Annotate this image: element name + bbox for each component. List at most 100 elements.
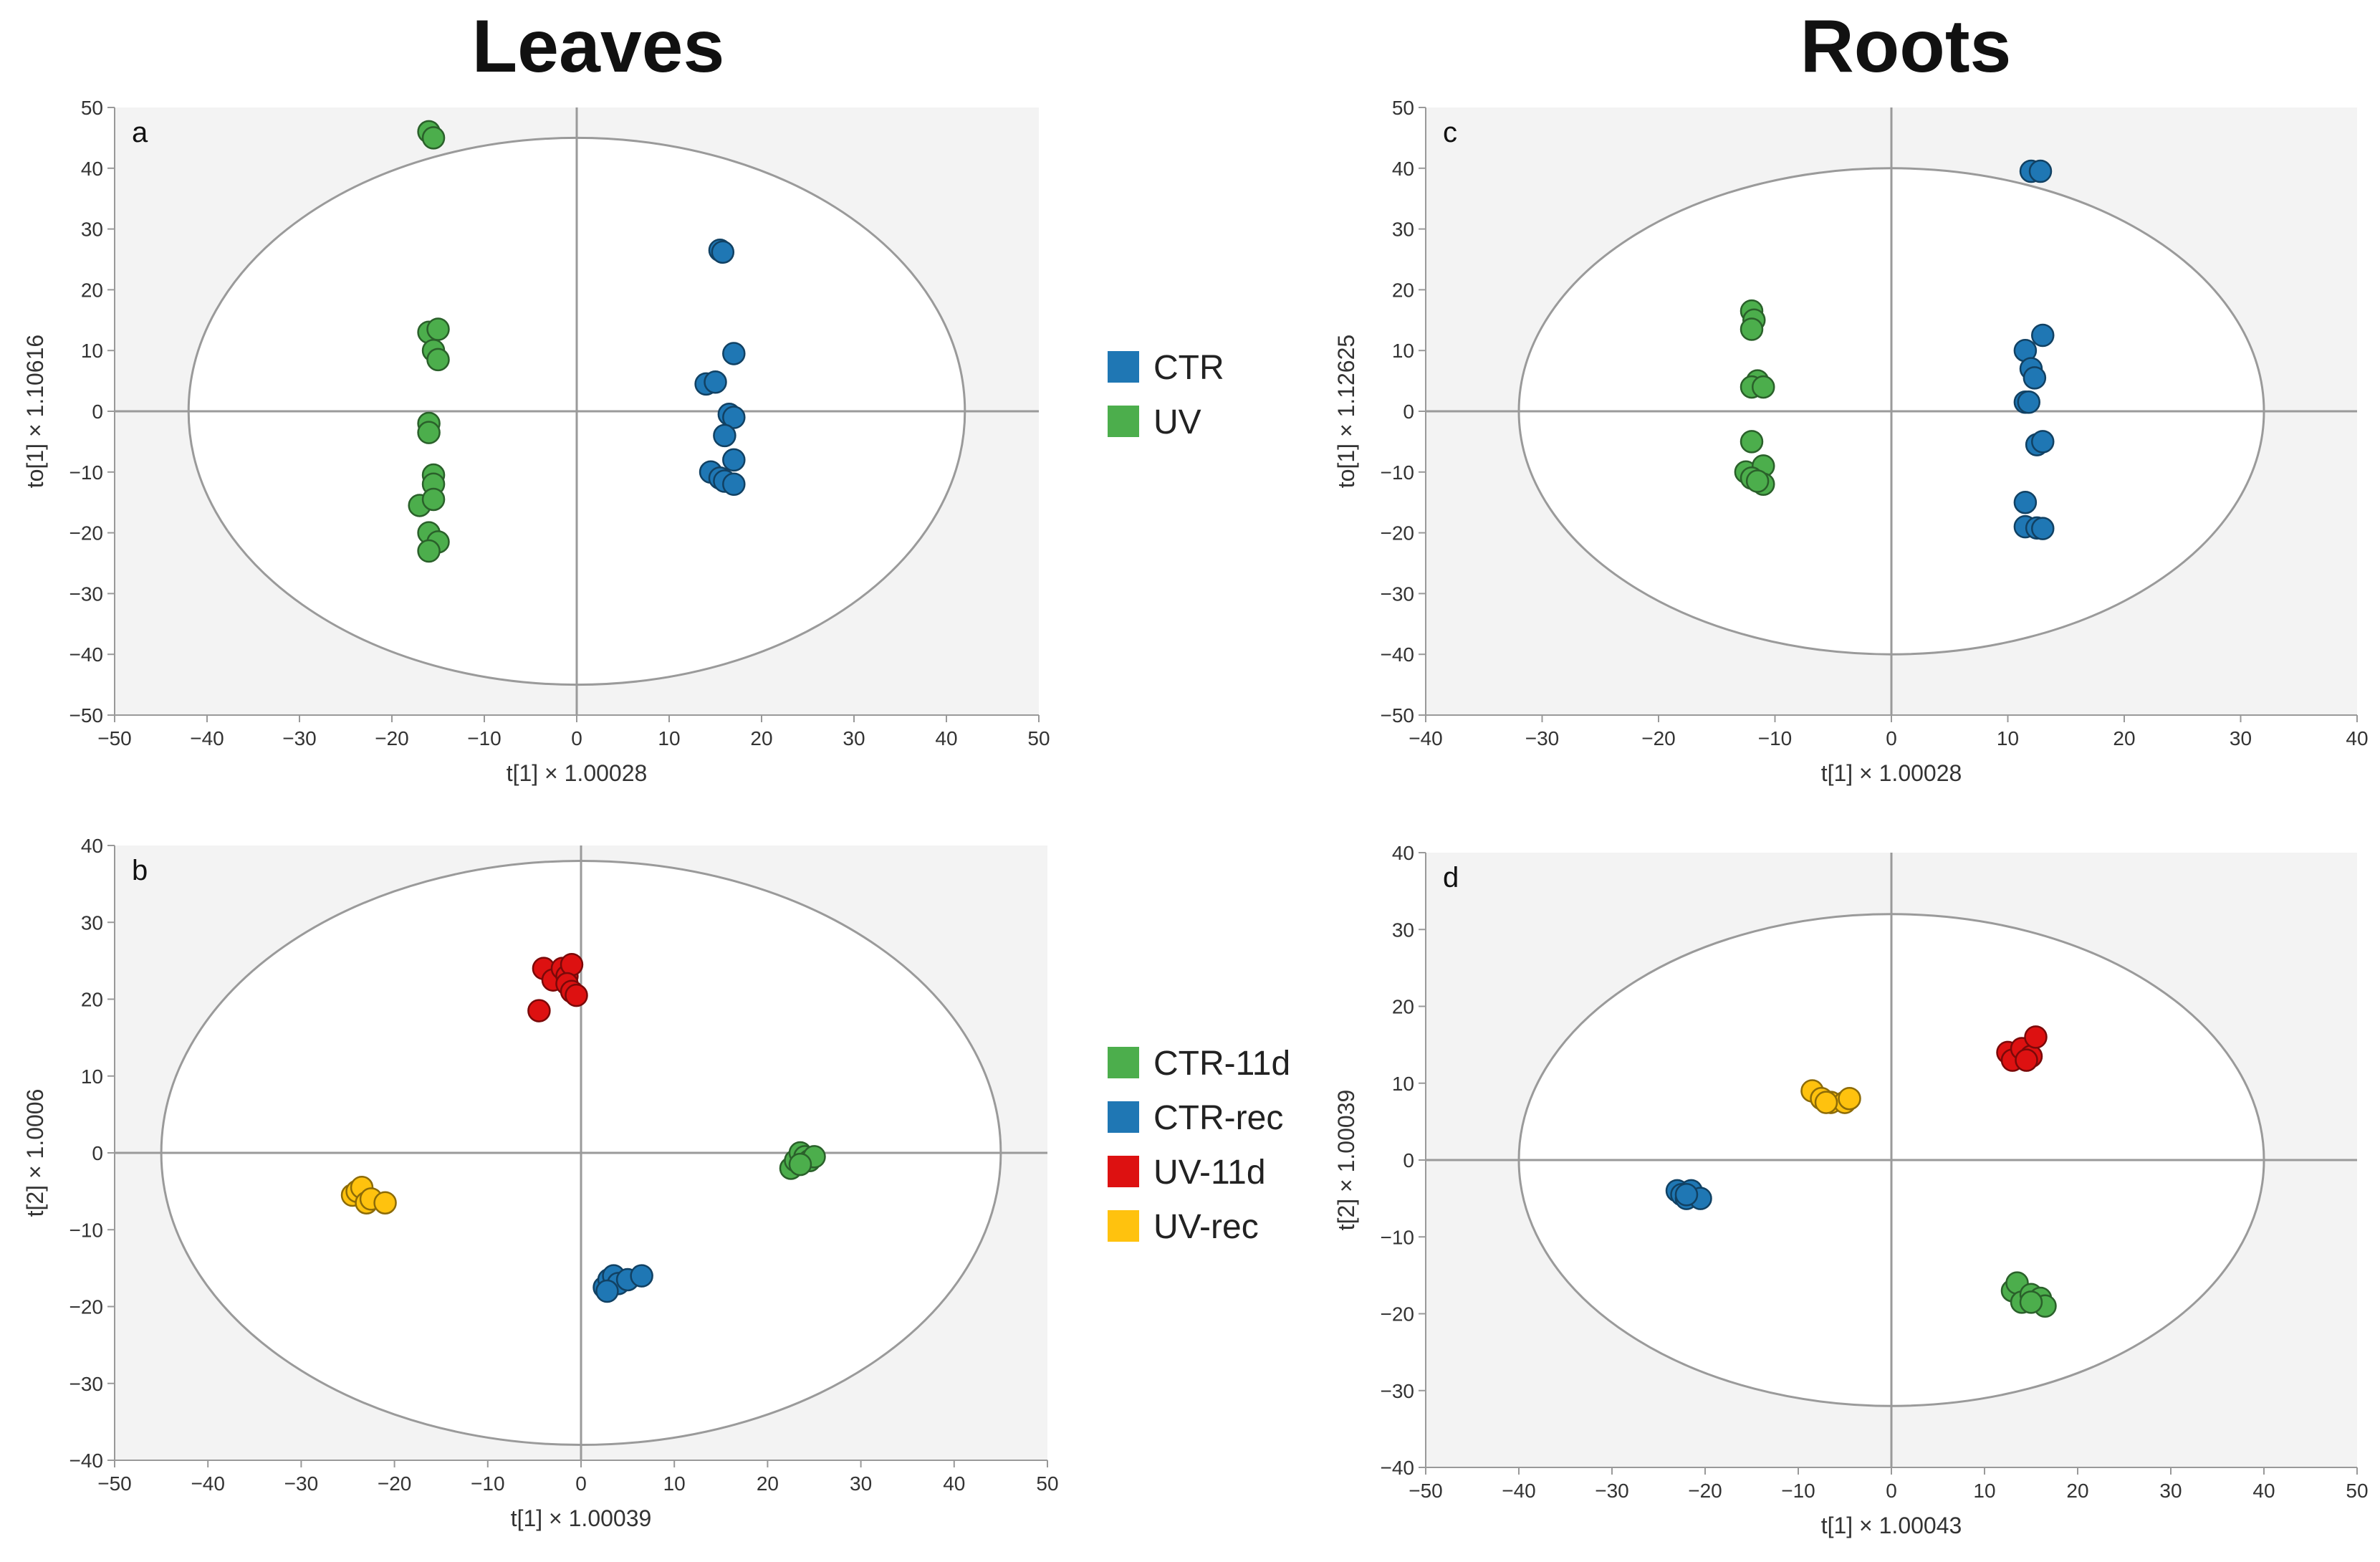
y-tick-label: 20: [1392, 279, 1414, 301]
y-tick-label: −30: [69, 1373, 104, 1395]
data-point-uv-11d: [527, 999, 551, 1022]
y-tick-label: −10: [69, 1219, 104, 1241]
x-tick-label: 30: [2159, 1480, 2182, 1502]
panel-letter: d: [1443, 862, 1459, 893]
x-tick-label: 10: [1997, 727, 2019, 749]
y-tick-label: 40: [1392, 842, 1414, 864]
x-tick-label: −30: [282, 727, 317, 749]
x-axis-label: t[1] × 1.00039: [511, 1505, 652, 1531]
y-tick-label: −40: [1381, 1457, 1415, 1479]
x-tick-label: −40: [190, 727, 224, 749]
y-tick-label: −10: [69, 461, 104, 484]
x-tick-label: −20: [1688, 1480, 1722, 1502]
data-point-uv: [426, 348, 450, 372]
x-tick-label: 0: [575, 1472, 587, 1495]
data-point-ctr: [2013, 490, 2038, 514]
data-point-ctr: [722, 406, 746, 429]
x-tick-label: 0: [1886, 727, 1897, 749]
data-point-ctr: [722, 472, 746, 497]
data-point-uv: [1745, 469, 1770, 493]
y-tick-label: 0: [1403, 401, 1414, 423]
legend-label: CTR-rec: [1153, 1099, 1283, 1137]
y-tick-label: −20: [69, 522, 104, 545]
y-tick-label: 30: [81, 911, 103, 934]
y-tick-label: −20: [1381, 522, 1415, 545]
y-tick-label: 10: [81, 1065, 103, 1088]
chart-panel-c: −40 −30 −20 −10 0 10 20 30 40−50−40−30−20−100102…: [1333, 97, 2369, 786]
y-tick-label: 40: [1392, 158, 1414, 180]
data-point-uv-11d: [2024, 1025, 2048, 1049]
y-tick-label: 20: [1392, 996, 1414, 1018]
y-tick-label: 50: [1392, 97, 1414, 119]
y-axis-label: to[1] × 1.12625: [1333, 335, 1359, 488]
y-tick-label: −30: [1381, 1380, 1415, 1402]
legend-swatch: [1108, 351, 1139, 383]
data-point-ctr: [2022, 366, 2047, 390]
panel-letter: a: [132, 117, 148, 148]
x-tick-label: −40: [1409, 727, 1443, 749]
y-axis-label: t[2] × 1.00039: [1333, 1090, 1359, 1231]
y-tick-label: −20: [69, 1296, 104, 1318]
x-tick-label: −30: [1595, 1480, 1629, 1502]
x-tick-label: 0: [571, 727, 582, 749]
data-point-uv: [1740, 430, 1764, 454]
legend-label: UV-rec: [1153, 1208, 1259, 1246]
y-tick-label: 40: [81, 158, 103, 180]
y-tick-label: 10: [1392, 340, 1414, 362]
x-tick-label: 40: [943, 1472, 965, 1495]
x-tick-label: −10: [467, 727, 502, 749]
x-tick-label: −30: [284, 1472, 319, 1495]
y-tick-label: 0: [92, 1142, 103, 1164]
data-point-uv-rec: [373, 1191, 397, 1214]
panel-letter: b: [132, 855, 148, 886]
data-point-ctr: [722, 448, 746, 472]
y-tick-label: −50: [69, 704, 104, 727]
x-tick-label: −20: [375, 727, 409, 749]
data-point-ctr: [713, 423, 736, 448]
data-point-ctr-rec: [595, 1279, 619, 1303]
legend-swatch: [1108, 406, 1139, 437]
x-tick-label: 20: [2113, 727, 2135, 749]
data-point-uv: [1752, 375, 1775, 399]
x-tick-label: 40: [935, 727, 957, 749]
data-point-uv: [417, 421, 441, 444]
y-tick-label: 20: [81, 279, 103, 301]
y-tick-label: −30: [1381, 583, 1415, 605]
data-point-uv-rec: [1814, 1091, 1838, 1114]
x-tick-label: −20: [378, 1472, 412, 1495]
x-tick-label: 40: [2252, 1480, 2275, 1502]
x-axis-label: t[1] × 1.00028: [1821, 760, 1962, 786]
chart-panel-b: −50 −40 −30 −20 −10 0 10 20 30 40 50−40−30−20−1001…: [22, 835, 1059, 1531]
data-point-ctr: [2031, 430, 2055, 454]
y-tick-label: 50: [81, 97, 103, 119]
y-tick-label: 10: [81, 340, 103, 362]
data-point-ctr: [2031, 323, 2055, 348]
y-tick-label: −10: [1381, 461, 1415, 484]
x-tick-label: 10: [658, 727, 680, 749]
y-tick-label: −40: [69, 643, 104, 666]
y-tick-label: 30: [81, 219, 103, 241]
data-point-uv-rec: [1838, 1086, 1861, 1111]
x-tick-label: −40: [191, 1472, 225, 1495]
y-tick-label: −10: [1381, 1226, 1415, 1248]
legend-label: CTR-11d: [1153, 1045, 1290, 1083]
x-tick-label: −10: [1758, 727, 1793, 749]
data-point-ctr: [704, 370, 727, 394]
data-point-ctr-11d: [788, 1152, 812, 1177]
x-axis-label: t[1] × 1.00028: [507, 760, 648, 786]
legend-swatch: [1108, 1101, 1139, 1133]
legend-swatch: [1108, 1156, 1139, 1187]
data-point-ctr-rec: [630, 1264, 653, 1288]
x-tick-label: 20: [2066, 1480, 2088, 1502]
data-point-uv-11d: [560, 952, 584, 977]
x-tick-label: 30: [850, 1472, 872, 1495]
legend-swatch: [1108, 1210, 1139, 1242]
x-tick-label: 0: [1886, 1480, 1897, 1502]
y-tick-label: −40: [1381, 643, 1415, 666]
data-point-ctr: [722, 342, 746, 365]
y-tick-label: 0: [92, 401, 103, 423]
data-point-ctr-11d: [2019, 1290, 2043, 1314]
y-tick-label: 30: [1392, 219, 1414, 241]
x-tick-label: −50: [97, 727, 132, 749]
